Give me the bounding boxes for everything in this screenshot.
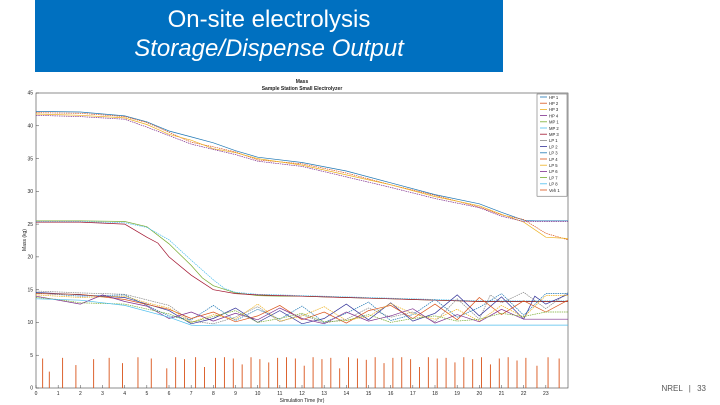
slide-footer: NREL | 33	[658, 384, 707, 393]
legend-entry: HP 2	[549, 101, 559, 106]
y-tick-label: 20	[27, 255, 33, 261]
y-tick-label: 35	[27, 156, 33, 162]
chart-axes: 0 1 2 3 4 5 6 7 8 9 10 11 12 13 14 15 16 17 18 19 20 21 22 2305…	[27, 91, 548, 397]
series-line-lp-8	[35, 298, 568, 327]
chart-legend: HP 1HP 2HP 3HP 4 MP 1MP 2MP 3LP 1LP 2 LP 3…	[536, 93, 568, 197]
legend-entry: Veh 1	[549, 188, 560, 193]
legend-entry: LP 2	[549, 144, 558, 149]
legend-entry: LP 5	[549, 163, 558, 168]
series-line-mp-3	[36, 221, 568, 302]
plot-area	[35, 92, 569, 389]
footer-org: NREL	[661, 384, 683, 393]
legend-entry: LP 4	[549, 157, 558, 162]
legend-entry: LP 8	[549, 182, 558, 187]
x-tick-label: 3	[101, 391, 104, 397]
legend-entry: LP 6	[549, 169, 558, 174]
footer-page-number: 33	[697, 384, 706, 393]
y-tick-label: 15	[27, 287, 33, 293]
series-line-mp-2	[36, 221, 568, 302]
x-tick-label: 13	[321, 391, 327, 397]
x-tick-label: 9	[234, 391, 237, 397]
legend-entry: LP 1	[549, 138, 558, 143]
y-tick-label: 30	[27, 189, 33, 195]
chart-subtitle: Sample Station Small Electrolyzer	[262, 86, 343, 92]
y-tick-label: 45	[27, 91, 33, 97]
legend-entry: MP 2	[549, 126, 559, 131]
x-axis-label: Simulation Time (hr)	[280, 398, 325, 404]
series-line-lp-5	[35, 294, 568, 323]
x-tick-label: 17	[410, 391, 416, 397]
y-axis-label: Mass (kg)	[22, 229, 28, 251]
series-line-lp-6	[35, 294, 568, 325]
series-line-hp-3	[35, 113, 569, 239]
x-tick-label: 7	[190, 391, 193, 397]
x-tick-label: 12	[299, 391, 305, 397]
x-tick-label: 20	[477, 391, 483, 397]
y-tick-label: 5	[30, 353, 33, 359]
x-tick-label: 23	[543, 391, 549, 397]
y-tick-label: 10	[27, 320, 33, 326]
x-tick-label: 5	[145, 391, 148, 397]
legend-box	[536, 93, 568, 197]
footer-separator: |	[688, 384, 691, 393]
series-layer	[35, 111, 569, 388]
series-line-hp-1	[35, 111, 568, 222]
legend-entry: LP 3	[549, 151, 558, 156]
x-tick-label: 21	[499, 391, 505, 397]
legend-entry: MP 3	[549, 132, 559, 137]
series-line-lp-7	[35, 297, 568, 323]
x-tick-label: 1	[57, 391, 60, 397]
y-tick-label: 40	[27, 123, 33, 129]
x-tick-label: 0	[35, 391, 38, 397]
x-tick-label: 14	[344, 391, 350, 397]
x-tick-label: 15	[366, 391, 372, 397]
legend-entry: HP 3	[549, 107, 559, 112]
x-tick-label: 19	[454, 391, 460, 397]
legend-entry: HP 1	[549, 95, 559, 100]
slide-title: On-site electrolysis	[167, 6, 371, 33]
x-tick-label: 4	[123, 391, 126, 397]
legend-entry: MP 1	[549, 120, 559, 125]
mass-line-chart: Mass Sample Station Small Electrolyzer 0…	[22, 79, 569, 404]
x-tick-label: 6	[168, 391, 171, 397]
slide-title-box: On-site electrolysis Storage/Dispense Ou…	[35, 0, 503, 72]
y-tick-label: 0	[30, 386, 33, 392]
x-tick-label: 11	[277, 391, 282, 397]
x-tick-label: 18	[432, 391, 438, 397]
chart-title: Mass	[296, 79, 309, 85]
x-tick-label: 22	[521, 391, 527, 397]
x-tick-label: 10	[255, 391, 261, 397]
legend-entry: HP 4	[549, 113, 559, 118]
plot-frame	[35, 92, 569, 389]
slide-subtitle: Storage/Dispense Output	[134, 35, 404, 62]
x-tick-label: 8	[212, 391, 215, 397]
series-line-hp-4	[35, 114, 568, 222]
legend-entry: LP 7	[549, 175, 558, 180]
y-tick-label: 25	[27, 222, 33, 228]
x-tick-label: 2	[79, 391, 82, 397]
x-tick-label: 16	[388, 391, 394, 397]
series-line-lp-1	[35, 290, 569, 325]
